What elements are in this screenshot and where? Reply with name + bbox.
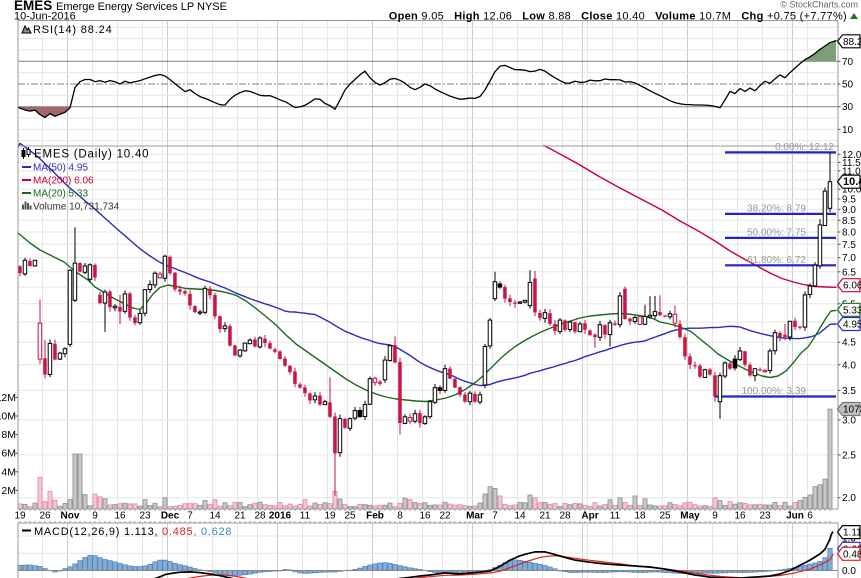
svg-text:EMES: EMES bbox=[14, 0, 52, 13]
svg-text:16: 16 bbox=[114, 511, 126, 522]
svg-text:25: 25 bbox=[344, 511, 356, 522]
svg-text:50.00%: 7.75: 50.00%: 7.75 bbox=[747, 227, 806, 238]
svg-text:Open 9.05 High 12.06 Low 8: Open 9.05 High 12.06 Low 8.88 Close 10.4… bbox=[389, 11, 847, 23]
svg-text:7.5: 7.5 bbox=[842, 240, 856, 251]
svg-text:28: 28 bbox=[559, 511, 571, 522]
svg-text:4.0: 4.0 bbox=[842, 360, 856, 371]
svg-text:MA(50) 4.95: MA(50) 4.95 bbox=[33, 163, 88, 174]
svg-text:6.5: 6.5 bbox=[842, 267, 856, 278]
svg-text:8: 8 bbox=[397, 511, 403, 522]
svg-text:10.0: 10.0 bbox=[842, 185, 861, 196]
svg-text:MACD(12,26,9) 1.113, 0.485, 0.: MACD(12,26,9) 1.113, 0.485, 0.628 bbox=[34, 526, 232, 538]
svg-text:RSI(14) 88.24: RSI(14) 88.24 bbox=[33, 24, 113, 36]
svg-text:16: 16 bbox=[734, 511, 746, 522]
svg-text:19: 19 bbox=[14, 511, 26, 522]
svg-text:7: 7 bbox=[492, 511, 498, 522]
svg-text:May: May bbox=[680, 511, 700, 522]
svg-text:88.2: 88.2 bbox=[843, 37, 861, 48]
svg-text:26: 26 bbox=[39, 511, 51, 522]
svg-text:Mar: Mar bbox=[466, 511, 484, 522]
svg-text:14: 14 bbox=[209, 511, 221, 522]
svg-text:Volume 10,731,734: Volume 10,731,734 bbox=[33, 202, 120, 213]
svg-text:3.0: 3.0 bbox=[842, 415, 856, 426]
svg-text:9: 9 bbox=[712, 511, 718, 522]
svg-text:10-Jun-2016: 10-Jun-2016 bbox=[14, 11, 76, 23]
svg-text:4M: 4M bbox=[1, 466, 16, 478]
svg-text:14: 14 bbox=[514, 511, 526, 522]
svg-text:11: 11 bbox=[300, 511, 311, 522]
svg-text:10.4: 10.4 bbox=[843, 176, 861, 188]
svg-text:1.11: 1.11 bbox=[843, 528, 861, 539]
svg-text:12.0: 12.0 bbox=[842, 150, 861, 161]
svg-text:11.0: 11.0 bbox=[842, 166, 861, 177]
svg-text:61.80%: 6.72: 61.80%: 6.72 bbox=[747, 255, 806, 266]
svg-text:22: 22 bbox=[439, 511, 451, 522]
svg-text:MA(20) 5.33: MA(20) 5.33 bbox=[33, 189, 88, 200]
svg-text:100.00%: 3.39: 100.00%: 3.39 bbox=[742, 386, 807, 397]
svg-text:11: 11 bbox=[610, 511, 621, 522]
svg-text:4.5: 4.5 bbox=[842, 338, 856, 349]
svg-text:Dec: Dec bbox=[161, 511, 180, 522]
svg-text:70: 70 bbox=[842, 57, 854, 68]
svg-text:8.0: 8.0 bbox=[842, 228, 856, 239]
svg-text:EMES (Daily) 10.40: EMES (Daily) 10.40 bbox=[34, 149, 149, 161]
svg-text:9.0: 9.0 bbox=[842, 205, 856, 216]
svg-text:5.33: 5.33 bbox=[843, 305, 861, 316]
svg-text:MA(200) 6.06: MA(200) 6.06 bbox=[33, 176, 94, 187]
svg-text:2.0: 2.0 bbox=[842, 493, 856, 504]
svg-text:7: 7 bbox=[187, 511, 193, 522]
svg-text:16: 16 bbox=[419, 511, 431, 522]
svg-text:Feb: Feb bbox=[366, 511, 384, 522]
svg-text:7.0: 7.0 bbox=[842, 253, 856, 264]
svg-text:19: 19 bbox=[324, 511, 336, 522]
svg-text:23: 23 bbox=[139, 511, 151, 522]
svg-text:12M: 12M bbox=[0, 392, 16, 404]
svg-text:9: 9 bbox=[92, 511, 98, 522]
svg-text:2.5: 2.5 bbox=[842, 450, 856, 461]
svg-text:18: 18 bbox=[634, 511, 646, 522]
svg-text:6M: 6M bbox=[1, 448, 16, 460]
svg-text:10M: 10M bbox=[0, 411, 16, 423]
svg-text:0.0: 0.0 bbox=[842, 566, 856, 577]
svg-text:8M: 8M bbox=[1, 429, 16, 441]
svg-text:2M: 2M bbox=[1, 485, 16, 497]
svg-text:1073: 1073 bbox=[843, 405, 861, 416]
svg-text:50: 50 bbox=[842, 80, 854, 91]
svg-text:2016: 2016 bbox=[269, 511, 292, 522]
svg-text:21: 21 bbox=[539, 511, 551, 522]
svg-text:9.5: 9.5 bbox=[842, 195, 856, 206]
svg-text:10: 10 bbox=[842, 125, 854, 136]
svg-text:23: 23 bbox=[759, 511, 771, 522]
svg-text:28: 28 bbox=[254, 511, 266, 522]
svg-text:21: 21 bbox=[234, 511, 246, 522]
svg-text:Jun: Jun bbox=[786, 511, 804, 522]
svg-text:Nov: Nov bbox=[61, 511, 80, 522]
svg-text:3.5: 3.5 bbox=[842, 386, 856, 397]
svg-text:Emerge Energy Services LP NYSE: Emerge Energy Services LP NYSE bbox=[56, 1, 227, 13]
svg-text:6: 6 bbox=[807, 511, 813, 522]
svg-text:38.20%: 8.79: 38.20%: 8.79 bbox=[747, 203, 806, 214]
svg-text:6.06: 6.06 bbox=[843, 281, 861, 292]
svg-text:8.5: 8.5 bbox=[842, 216, 856, 227]
svg-text:4.95: 4.95 bbox=[843, 320, 861, 331]
svg-text:0.48: 0.48 bbox=[843, 549, 861, 560]
svg-text:11.5: 11.5 bbox=[842, 158, 861, 169]
svg-text:25: 25 bbox=[659, 511, 671, 522]
svg-text:Apr: Apr bbox=[581, 511, 598, 522]
svg-text:0.00%: 12.12: 0.00%: 12.12 bbox=[775, 142, 834, 153]
svg-text:© StockCharts.com: © StockCharts.com bbox=[780, 0, 858, 10]
svg-text:30: 30 bbox=[842, 102, 854, 113]
